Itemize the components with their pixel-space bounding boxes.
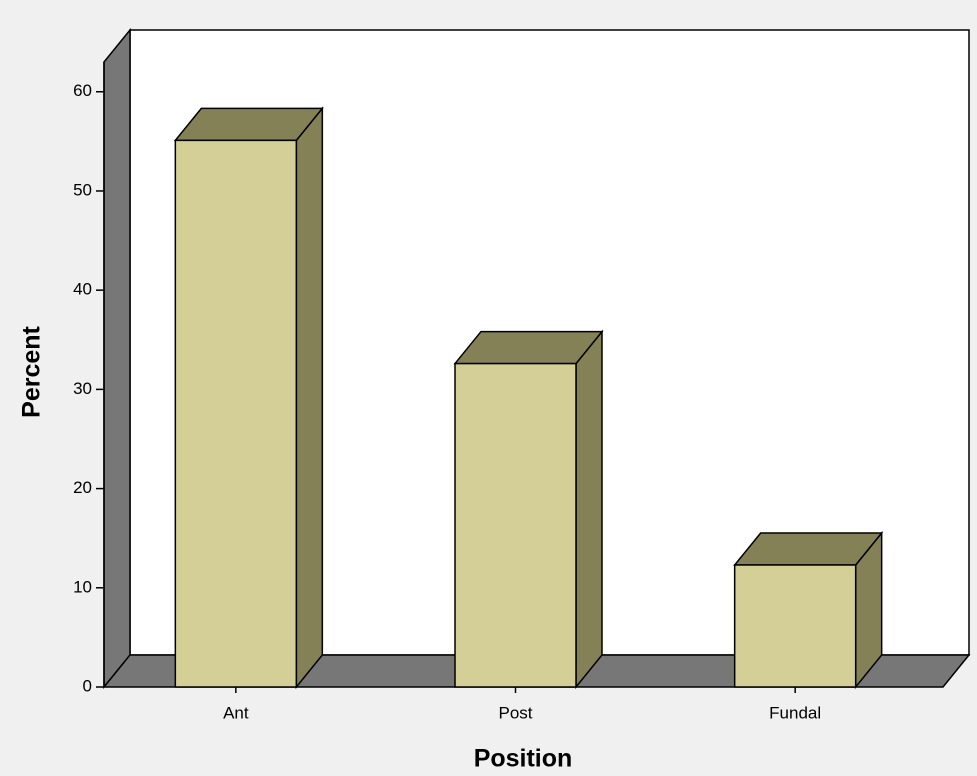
- bar-top: [733, 532, 884, 566]
- left-wall: [103, 27, 131, 690]
- bar-side: [295, 106, 324, 690]
- x-tick-label: Post: [498, 703, 532, 722]
- y-tick-label: 40: [73, 280, 92, 299]
- y-tick-label: 30: [73, 379, 92, 398]
- bar-top: [453, 330, 604, 365]
- bar: [733, 564, 857, 688]
- bar: [174, 139, 298, 688]
- y-tick-label: 60: [73, 81, 92, 100]
- x-tick-label: Ant: [223, 703, 249, 722]
- x-axis-title: Position: [474, 745, 573, 773]
- y-tick-label: 50: [73, 180, 92, 199]
- bar-top: [173, 107, 324, 142]
- x-tick-label: Fundal: [769, 703, 821, 722]
- y-tick-label: 10: [73, 577, 92, 596]
- y-tick-label: 20: [73, 478, 92, 497]
- y-axis-title: Percent: [18, 325, 46, 417]
- bar: [454, 362, 577, 688]
- bar-side: [575, 329, 603, 690]
- y-tick-label: 0: [83, 676, 92, 695]
